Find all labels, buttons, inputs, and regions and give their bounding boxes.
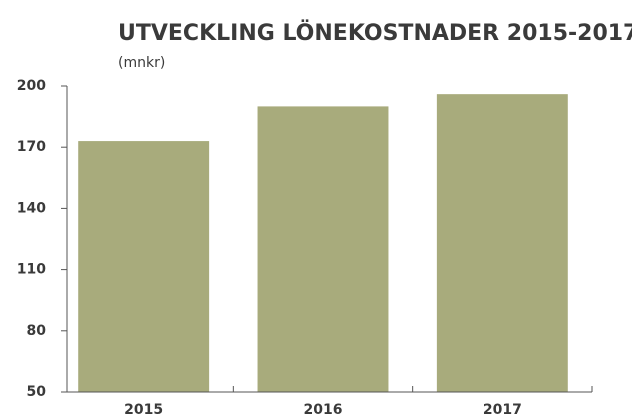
y-tick-label: 110: [17, 262, 46, 278]
y-tick-label: 50: [27, 384, 47, 400]
y-tick-label: 170: [17, 139, 46, 155]
x-tick-label: 2016: [304, 402, 343, 418]
bar: [436, 94, 568, 392]
chart-title: UTVECKLING LÖNEKOSTNADER 2015-2017: [118, 20, 632, 46]
y-tick-label: 80: [27, 323, 47, 339]
x-tick-label: 2017: [483, 402, 522, 418]
y-tick-label: 140: [17, 200, 46, 216]
y-tick-label: 200: [17, 78, 46, 94]
bar: [257, 106, 389, 393]
bar: [78, 141, 210, 392]
x-tick-label: 2015: [124, 402, 163, 418]
chart-subtitle: (mnkr): [118, 55, 165, 71]
